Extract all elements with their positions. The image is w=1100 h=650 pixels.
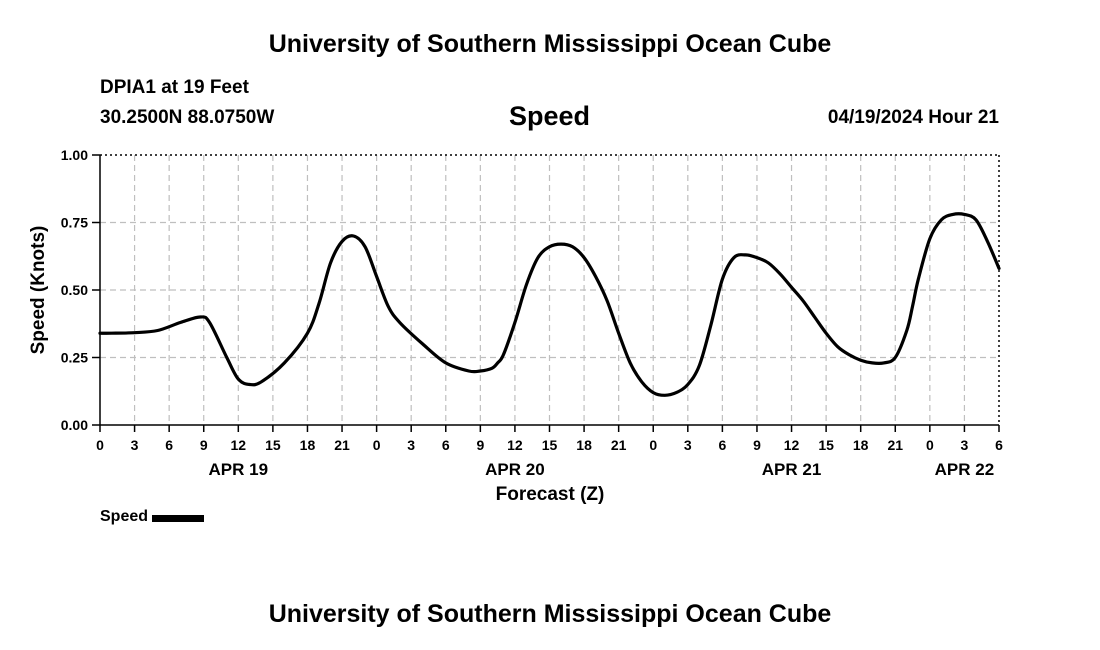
x-tick-label: 9 <box>476 437 484 453</box>
station-coordinates: 30.2500N 88.0750W <box>100 107 275 128</box>
chart-title: Speed <box>509 101 591 131</box>
legend: Speed <box>100 508 205 526</box>
x-tick-label: 21 <box>334 437 350 453</box>
x-tick-label: 12 <box>507 437 523 453</box>
x-tick-label: 18 <box>300 437 316 453</box>
y-tick-label: 0.75 <box>61 215 88 231</box>
page-title-top: University of Southern Mississippi Ocean… <box>268 30 832 58</box>
x-tick-label: 15 <box>542 437 558 453</box>
x-tick-label: 9 <box>200 437 208 453</box>
y-tick-label: 1.00 <box>61 147 88 163</box>
y-axis-title: Speed (Knots) <box>28 226 49 355</box>
date-label: APR 22 <box>935 460 995 479</box>
x-tick-label: 6 <box>165 437 173 453</box>
chart-grid <box>100 155 999 425</box>
x-tick-label: 0 <box>373 437 381 453</box>
x-tick-label: 21 <box>887 437 903 453</box>
date-label: APR 19 <box>209 460 269 479</box>
x-tick-label: 18 <box>576 437 592 453</box>
speed-series-line <box>98 212 1001 397</box>
chart-labels: Forecast (Z) Speed (Knots) APR 19 APR 20 A… <box>28 226 994 505</box>
date-label: APR 20 <box>485 460 545 479</box>
date-label: APR 21 <box>762 460 822 479</box>
y-tick-label: 0.25 <box>61 350 88 366</box>
x-tick-label: 0 <box>96 437 104 453</box>
y-tick-label: 0.50 <box>61 282 88 298</box>
legend-label: Speed <box>100 508 149 525</box>
x-tick-label: 3 <box>131 437 139 453</box>
x-tick-label: 3 <box>684 437 692 453</box>
x-tick-label: 6 <box>442 437 450 453</box>
x-tick-label: 15 <box>818 437 834 453</box>
chart-ticks: 0.00 0.25 0.50 0.75 1.00 0 3 6 9 12 15 18 21 0 3 6 9 12 15… <box>61 147 1003 453</box>
chart-series <box>98 212 1001 397</box>
x-tick-label: 12 <box>231 437 247 453</box>
x-tick-label: 3 <box>407 437 415 453</box>
x-tick-label: 12 <box>784 437 800 453</box>
x-tick-label: 21 <box>611 437 627 453</box>
y-tick-label: 0.00 <box>61 417 88 433</box>
x-tick-label: 6 <box>718 437 726 453</box>
x-tick-label: 0 <box>926 437 934 453</box>
x-tick-label: 3 <box>961 437 969 453</box>
forecast-datetime: 04/19/2024 Hour 21 <box>827 107 999 128</box>
station-label: DPIA1 at 19 Feet <box>100 77 249 98</box>
x-tick-label: 0 <box>649 437 657 453</box>
x-axis-title: Forecast (Z) <box>496 484 605 505</box>
x-tick-label: 18 <box>853 437 869 453</box>
x-tick-label: 9 <box>753 437 761 453</box>
page-title-bottom: University of Southern Mississippi Ocean… <box>268 600 832 628</box>
x-tick-label: 6 <box>995 437 1003 453</box>
legend-line-swatch <box>152 514 205 522</box>
x-tick-label: 15 <box>265 437 281 453</box>
